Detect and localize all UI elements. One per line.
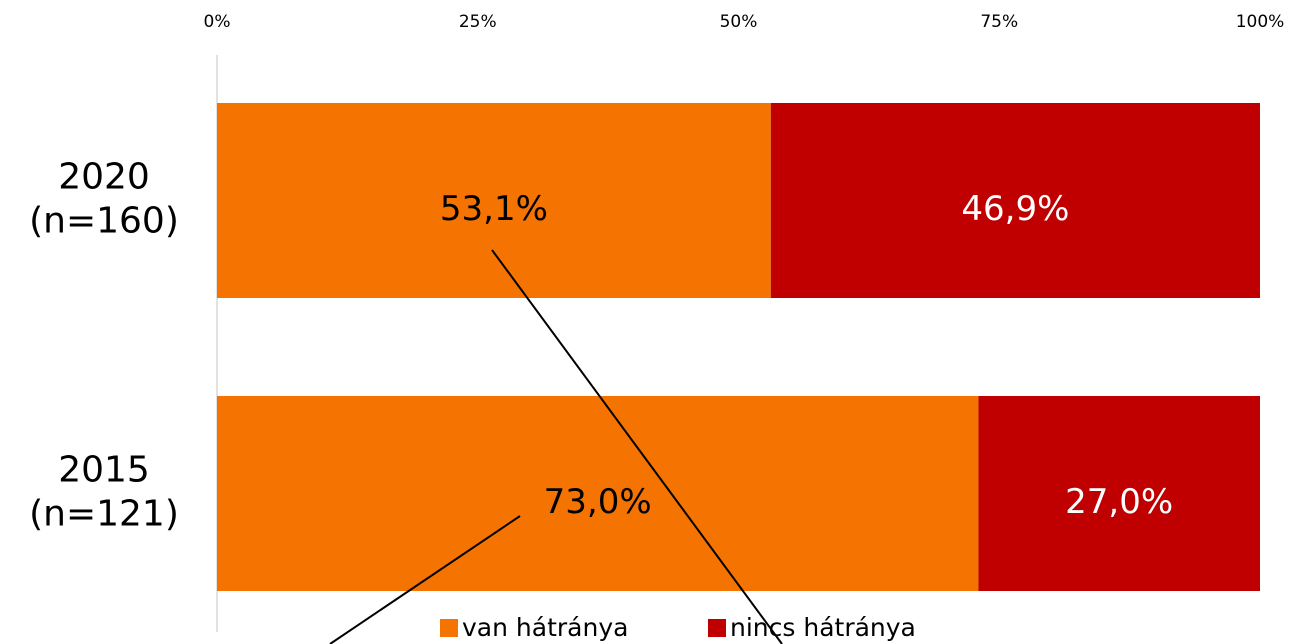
x-tick-label: 0%	[204, 12, 231, 32]
legend-label: nincs hátránya	[730, 613, 916, 642]
y-tick-label: 2020	[58, 157, 150, 198]
y-tick-label: (n=160)	[29, 201, 179, 242]
legend-label: van hátránya	[462, 613, 628, 642]
y-tick-label: (n=121)	[29, 494, 179, 535]
data-label: 46,9%	[961, 189, 1069, 229]
x-tick-label: 25%	[459, 12, 497, 32]
annotation-line	[491, 249, 783, 644]
x-tick-label: 100%	[1236, 12, 1285, 32]
bar-segment	[217, 396, 979, 591]
legend-swatch	[708, 619, 726, 637]
bar-segment	[978, 396, 1260, 591]
data-label: 73,0%	[544, 482, 652, 522]
data-label: 27,0%	[1065, 482, 1173, 522]
y-tick-label: 2015	[58, 450, 150, 491]
data-label: 53,1%	[440, 189, 548, 229]
x-tick-label: 50%	[720, 12, 758, 32]
annotation-line	[329, 515, 521, 644]
legend-swatch	[440, 619, 458, 637]
bar-segment	[770, 103, 1260, 298]
bar-segment	[217, 103, 771, 298]
x-tick-label: 75%	[980, 12, 1018, 32]
